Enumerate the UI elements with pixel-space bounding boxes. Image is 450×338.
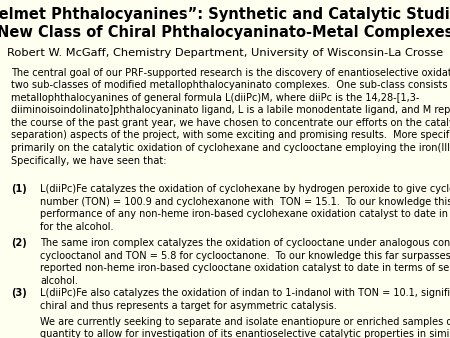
Text: L(diiPc)Fe also catalyzes the oxidation of indan to 1-indanol with TON = 10.1, s: L(diiPc)Fe also catalyzes the oxidation …	[40, 288, 450, 311]
Text: (1): (1)	[11, 184, 27, 194]
Text: The central goal of our PRF-supported research is the discovery of enantioselect: The central goal of our PRF-supported re…	[11, 68, 450, 166]
Text: The “Helmet Phthalocyanines”: Synthetic and Catalytic Studies on a
New Class of : The “Helmet Phthalocyanines”: Synthetic …	[0, 7, 450, 40]
Text: L(diiPc)Fe catalyzes the oxidation of cyclohexane by hydrogen peroxide to give c: L(diiPc)Fe catalyzes the oxidation of cy…	[40, 184, 450, 232]
Text: Robert W. McGaff, Chemistry Department, University of Wisconsin-La Crosse: Robert W. McGaff, Chemistry Department, …	[7, 48, 443, 58]
Text: (2): (2)	[11, 238, 27, 248]
Text: We are currently seeking to separate and isolate enantiopure or enriched samples: We are currently seeking to separate and…	[40, 317, 450, 338]
Text: (3): (3)	[11, 288, 27, 298]
Text: The same iron complex catalyzes the oxidation of cyclooctane under analogous con: The same iron complex catalyzes the oxid…	[40, 238, 450, 286]
